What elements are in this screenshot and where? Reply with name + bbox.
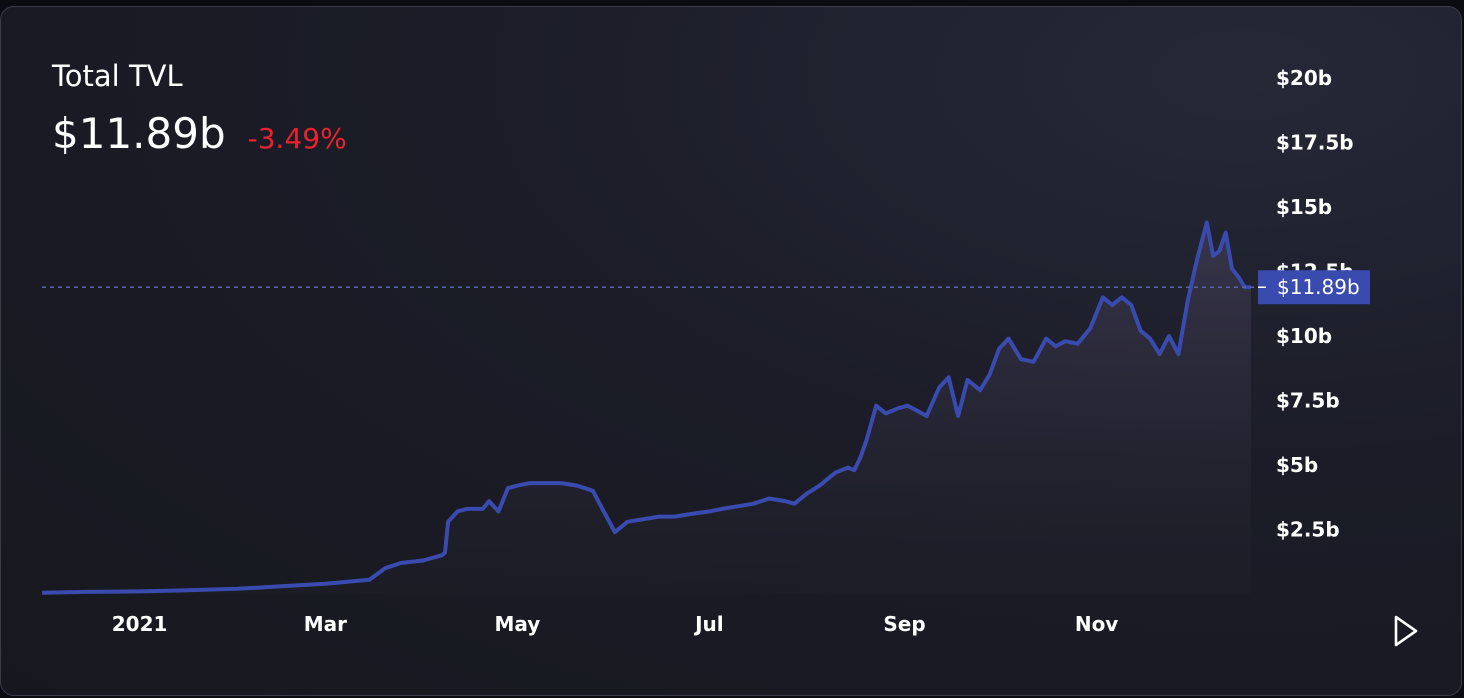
y-tick-label: $17.5b	[1276, 131, 1354, 155]
tvl-value: $11.89b	[52, 109, 226, 158]
x-tick-label: May	[494, 612, 540, 636]
y-tick-label: $10b	[1276, 324, 1332, 348]
play-icon	[1394, 615, 1418, 647]
x-tick-label: Jul	[693, 612, 724, 636]
x-tick-label: 2021	[112, 612, 168, 636]
y-tick-label: $2.5b	[1276, 518, 1340, 542]
tvl-change-percent: -3.49%	[247, 122, 347, 155]
tvl-series-line	[41, 220, 1251, 595]
current-value-label: $11.89b	[1277, 275, 1360, 299]
chart-title: Total TVL	[52, 59, 183, 93]
current-value-label-bg	[1258, 270, 1370, 305]
tvl-area-fill	[42, 222, 1251, 594]
y-tick-label: $7.5b	[1276, 389, 1340, 413]
tvl-summary: $11.89b -3.49%	[52, 109, 347, 158]
x-tick-label: Mar	[304, 612, 347, 636]
play-button[interactable]	[1392, 614, 1420, 648]
y-tick-label: $15b	[1276, 195, 1332, 219]
y-tick-label: $20b	[1276, 66, 1332, 90]
x-tick-label: Sep	[883, 612, 925, 636]
x-tick-label: Nov	[1075, 612, 1119, 636]
y-tick-label: $5b	[1276, 453, 1318, 477]
